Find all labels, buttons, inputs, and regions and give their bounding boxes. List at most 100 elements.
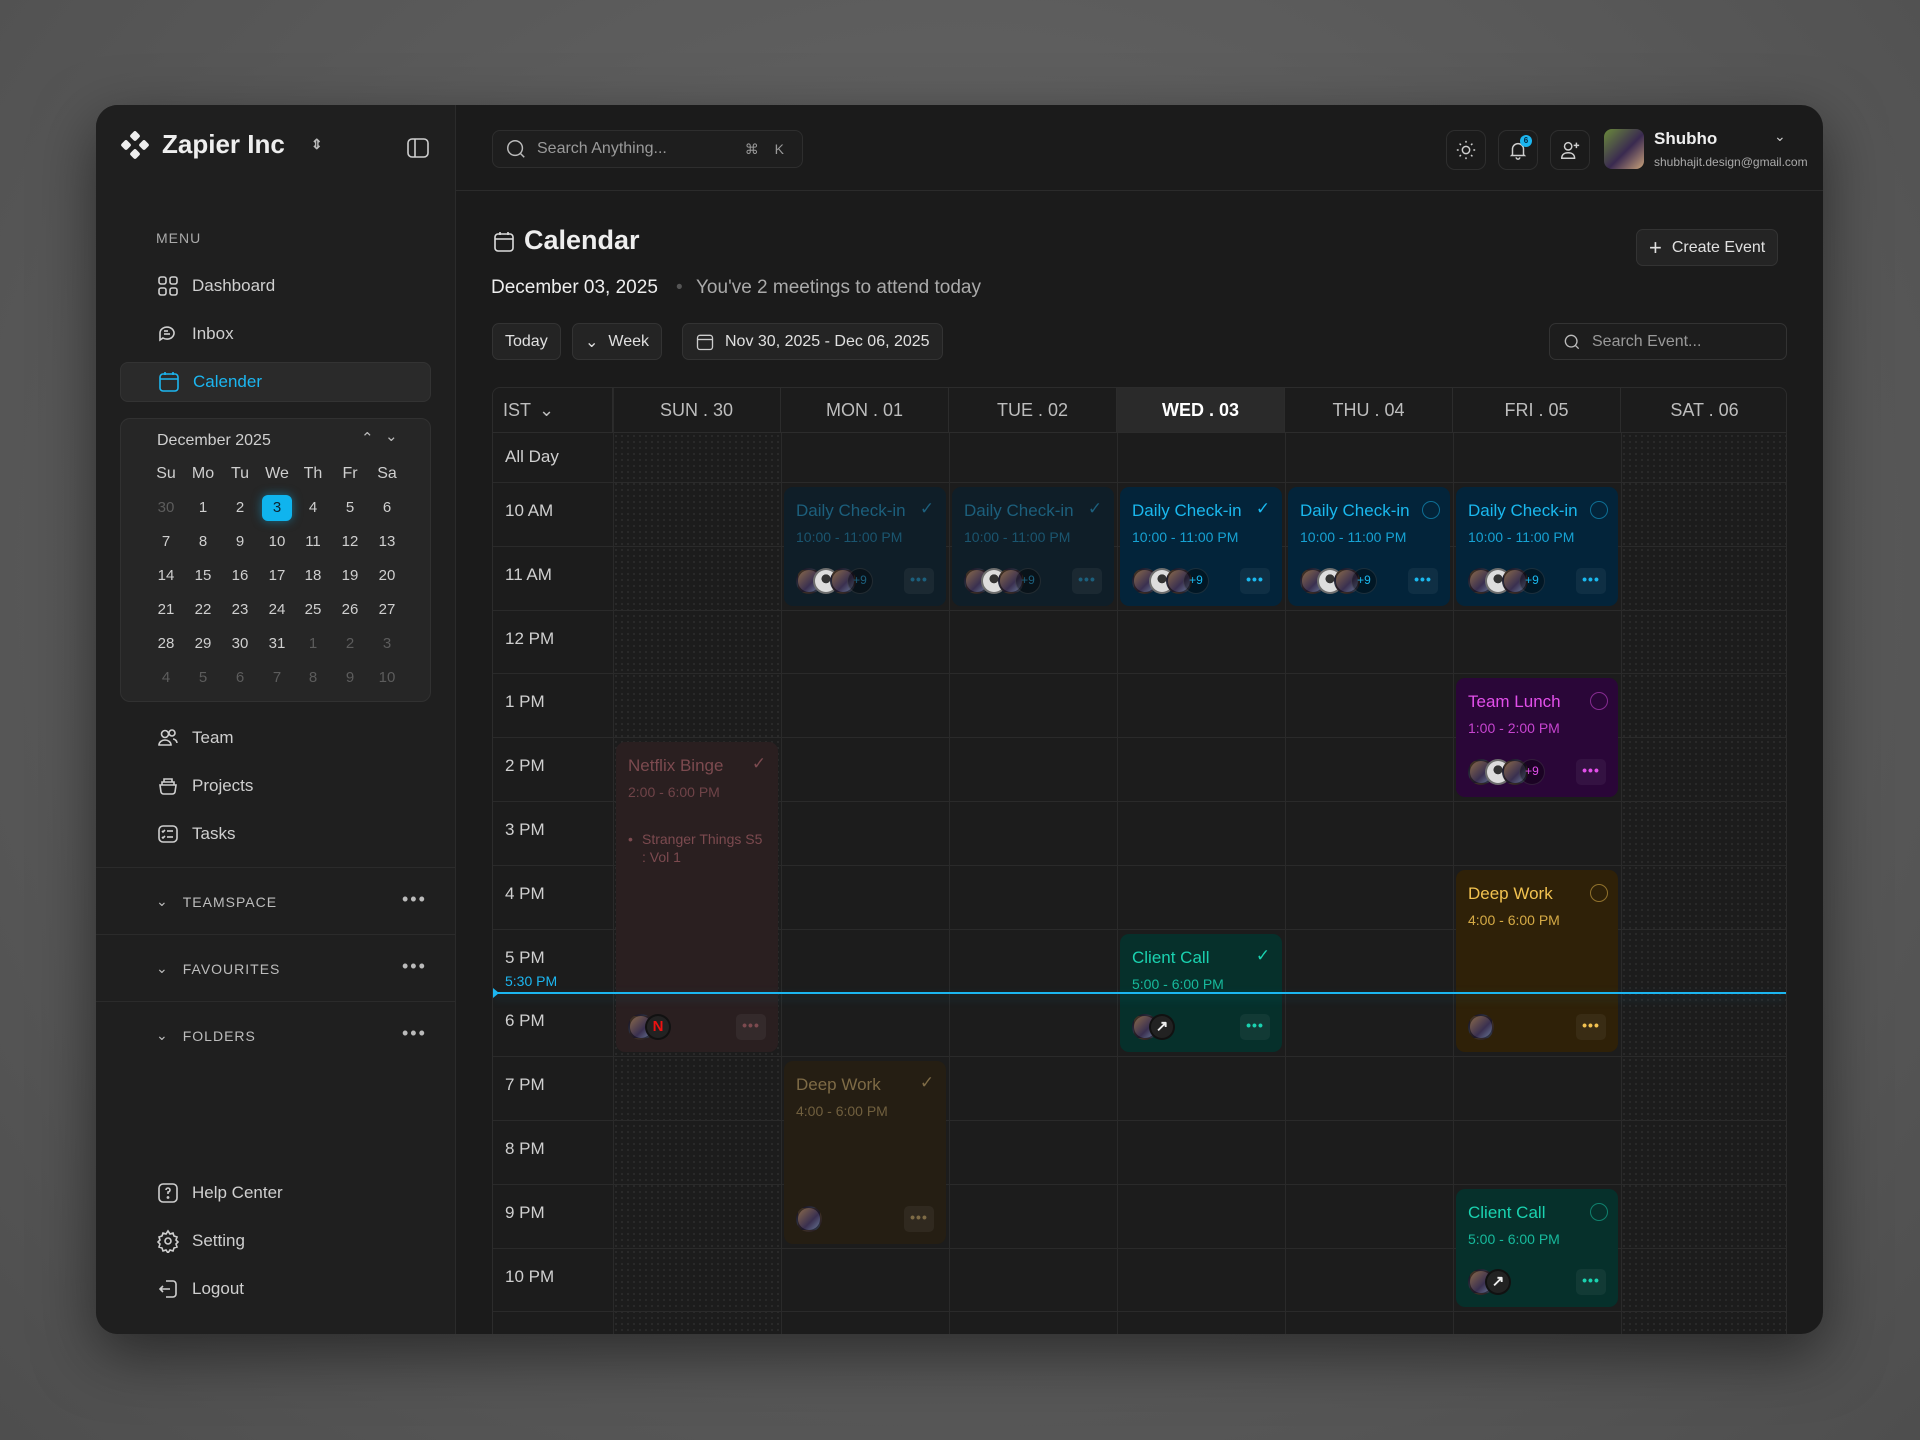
mini-calendar-day[interactable]: 8 (308, 669, 318, 686)
event-card[interactable]: Deep Work 4:00 - 6:00 PM ✓ ••• (784, 1061, 946, 1244)
next-month-button[interactable]: ⌄ (385, 428, 398, 445)
mini-calendar-day[interactable]: 27 (378, 601, 396, 618)
mini-calendar-day[interactable]: 1 (198, 499, 208, 516)
check-icon[interactable]: ✓ (1255, 499, 1271, 518)
more-options-button[interactable]: ••• (1576, 1014, 1606, 1041)
more-options-button[interactable]: ••• (736, 1014, 766, 1041)
mini-calendar-day[interactable]: 23 (231, 601, 249, 618)
mini-calendar-day[interactable]: 26 (341, 601, 359, 618)
check-icon[interactable]: ✓ (919, 1073, 935, 1093)
mini-calendar-day[interactable]: 22 (194, 601, 212, 618)
add-user-button[interactable] (1550, 130, 1590, 170)
prev-month-button[interactable]: ⌃ (361, 430, 374, 447)
view-select[interactable]: ⌄ Week (572, 323, 663, 360)
mini-calendar-day[interactable]: 30 (231, 635, 249, 652)
mini-calendar-day[interactable]: 25 (304, 601, 322, 618)
more-options-button[interactable]: ••• (904, 1205, 934, 1232)
sidebar-item-projects[interactable]: Projects (120, 766, 431, 806)
user-avatar[interactable] (1604, 129, 1644, 169)
sidebar-toggle-icon[interactable] (406, 137, 430, 164)
mini-calendar-day[interactable]: 17 (268, 567, 286, 584)
check-icon[interactable]: ✓ (751, 754, 767, 774)
mini-calendar-day[interactable]: 10 (378, 669, 396, 686)
mini-calendar-day[interactable]: 18 (304, 567, 322, 584)
mini-calendar-day[interactable]: 29 (194, 635, 212, 652)
mini-calendar-day[interactable]: 2 (235, 499, 245, 516)
pending-circle-icon[interactable] (1590, 501, 1608, 519)
mini-calendar-day[interactable]: 9 (345, 669, 355, 686)
event-card[interactable]: Daily Check-in 10:00 - 11:00 PM +9 ••• (1288, 487, 1450, 606)
mini-calendar-day[interactable]: 3 (262, 495, 292, 521)
mini-calendar-day[interactable]: 16 (231, 567, 249, 584)
sidebar-item-dashboard[interactable]: Dashboard (120, 266, 431, 306)
mini-calendar-day[interactable]: 31 (268, 635, 286, 652)
mini-calendar-day[interactable]: 10 (268, 533, 286, 550)
mini-calendar-day[interactable]: 9 (235, 533, 245, 550)
event-card[interactable]: Netflix Binge 2:00 - 6:00 PM ✓ Stranger Thi… (616, 742, 778, 1053)
pending-circle-icon[interactable] (1590, 883, 1608, 902)
sidebar-item-calender[interactable]: Calender (120, 362, 431, 402)
user-menu-chevron-icon[interactable]: ⌄ (1774, 128, 1786, 144)
mini-calendar-day[interactable]: 12 (341, 533, 359, 550)
mini-calendar-day[interactable]: 7 (161, 533, 171, 550)
mini-calendar-day[interactable]: 15 (194, 567, 212, 584)
event-card[interactable]: Daily Check-in 10:00 - 11:00 PM ✓ +9 ••• (952, 487, 1114, 606)
folders-more-button[interactable]: ••• (402, 1023, 427, 1043)
notifications-button[interactable]: 6 (1498, 130, 1538, 170)
mini-calendar-day[interactable]: 5 (345, 499, 355, 516)
pending-circle-icon[interactable] (1590, 692, 1608, 711)
event-card[interactable]: Deep Work 4:00 - 6:00 PM ••• (1456, 869, 1618, 1053)
event-card[interactable]: Daily Check-in 10:00 - 11:00 PM ✓ +9 ••• (784, 487, 946, 606)
mini-calendar-day[interactable]: 24 (268, 601, 286, 618)
event-card[interactable]: Daily Check-in 10:00 - 11:00 PM ✓ +9 ••• (1120, 487, 1282, 606)
mini-calendar-day[interactable]: 30 (157, 499, 175, 516)
more-options-button[interactable]: ••• (1240, 1014, 1270, 1041)
day-header[interactable]: FRI . 05 (1453, 388, 1621, 433)
check-icon[interactable]: ✓ (1087, 499, 1103, 518)
sidebar-item-help-center[interactable]: Help Center (120, 1173, 431, 1213)
mini-calendar-day[interactable]: 14 (157, 567, 175, 584)
more-options-button[interactable]: ••• (1576, 567, 1606, 594)
mini-calendar-day[interactable]: 6 (382, 499, 392, 516)
event-card[interactable]: Team Lunch 1:00 - 2:00 PM +9 ••• (1456, 678, 1618, 797)
sidebar-item-inbox[interactable]: Inbox (120, 314, 431, 354)
check-icon[interactable]: ✓ (919, 499, 935, 518)
global-search-input[interactable]: Search Anything... ⌘ K (492, 130, 803, 168)
mini-calendar-day[interactable]: 21 (157, 601, 175, 618)
mini-calendar-day[interactable]: 4 (308, 499, 318, 516)
section-favourites[interactable]: ⌄ FAVOURITES (156, 960, 280, 977)
theme-toggle-button[interactable] (1446, 130, 1486, 170)
day-header[interactable]: TUE . 02 (949, 388, 1117, 433)
mini-calendar-day[interactable]: 8 (198, 533, 208, 550)
sidebar-item-setting[interactable]: Setting (120, 1221, 431, 1261)
check-icon[interactable]: ✓ (1255, 945, 1271, 965)
section-teamspace[interactable]: ⌄ TEAMSPACE (156, 893, 277, 910)
mini-calendar-day[interactable]: 20 (378, 567, 396, 584)
create-event-button[interactable]: + Create Event (1636, 229, 1779, 266)
day-header[interactable]: SUN . 30 (613, 388, 781, 433)
teamspace-more-button[interactable]: ••• (402, 889, 427, 909)
section-folders[interactable]: ⌄ FOLDERS (156, 1027, 256, 1044)
timezone-select[interactable]: IST ⌄ (493, 388, 613, 433)
mini-calendar-day[interactable]: 6 (235, 669, 245, 686)
mini-calendar-day[interactable]: 2 (345, 635, 355, 652)
more-options-button[interactable]: ••• (904, 567, 934, 594)
search-event-input[interactable]: Search Event... (1549, 323, 1787, 360)
mini-calendar-day[interactable]: 11 (305, 533, 321, 550)
date-range-picker[interactable]: Nov 30, 2025 - Dec 06, 2025 (682, 323, 943, 360)
event-card[interactable]: Daily Check-in 10:00 - 11:00 PM +9 ••• (1456, 487, 1618, 606)
mini-calendar-day[interactable]: 7 (272, 669, 282, 686)
mini-calendar-day[interactable]: 28 (157, 635, 175, 652)
workspace-switcher[interactable]: Zapier Inc ⇕ (120, 129, 323, 160)
mini-calendar-day[interactable]: 19 (341, 567, 359, 584)
sidebar-item-tasks[interactable]: Tasks (120, 814, 431, 854)
day-header[interactable]: SAT . 06 (1621, 388, 1786, 433)
more-options-button[interactable]: ••• (1072, 567, 1102, 594)
sidebar-item-logout[interactable]: Logout (120, 1269, 431, 1309)
favourites-more-button[interactable]: ••• (402, 956, 427, 976)
pending-circle-icon[interactable] (1590, 1202, 1608, 1221)
more-options-button[interactable]: ••• (1240, 567, 1270, 594)
mini-calendar-day[interactable]: 5 (198, 669, 208, 686)
day-header[interactable]: THU . 04 (1285, 388, 1453, 433)
mini-calendar-day[interactable]: 4 (161, 669, 171, 686)
